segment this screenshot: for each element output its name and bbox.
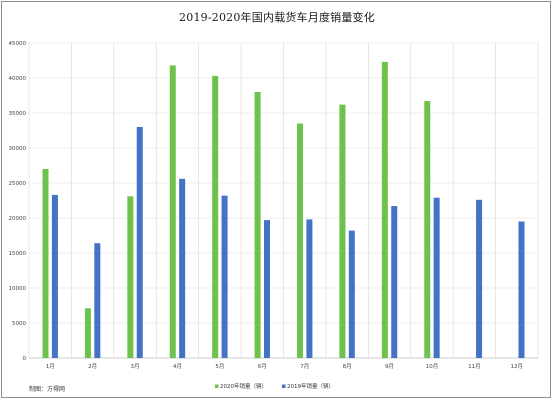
bar-series-1 xyxy=(42,169,49,358)
bar-series-1 xyxy=(169,65,176,359)
x-tick-label: 10月 xyxy=(426,363,439,370)
y-tick-label: 10000 xyxy=(9,286,27,292)
x-tick-label: 1月 xyxy=(46,363,55,370)
y-tick-label: 45000 xyxy=(9,41,27,47)
x-tick-label: 9月 xyxy=(385,363,394,370)
bar-series-2 xyxy=(263,220,270,358)
bar-series-2 xyxy=(179,178,186,358)
bars xyxy=(42,61,525,359)
x-tick-label: 4月 xyxy=(173,363,182,370)
grid-lines xyxy=(28,42,539,359)
y-tick-label: 40000 xyxy=(9,76,27,82)
y-tick-label: 25000 xyxy=(9,181,27,187)
bar-series-1 xyxy=(424,101,431,358)
x-tick-label: 12月 xyxy=(511,363,524,370)
x-tick-label: 7月 xyxy=(300,363,309,370)
bar-series-2 xyxy=(518,221,525,358)
bar-series-2 xyxy=(51,194,58,358)
y-tick-label: 30000 xyxy=(9,146,27,152)
bar-series-2 xyxy=(433,197,440,358)
chart-credit: 制图：方得网 xyxy=(29,386,66,393)
bar-series-2 xyxy=(136,127,143,358)
legend-label: 2019年销量（辆） xyxy=(287,382,334,390)
bar-series-1 xyxy=(381,61,388,359)
x-axis-ticks: 1月 2月 3月 4月 5月 6月 7月 8月 9月 10月 11月 12月 xyxy=(46,363,523,370)
y-tick-label: 20000 xyxy=(9,216,27,222)
bar-series-2 xyxy=(476,199,483,358)
x-tick-label: 5月 xyxy=(215,363,224,370)
bar-series-2 xyxy=(306,219,313,358)
x-tick-label: 2月 xyxy=(88,363,97,370)
y-tick-label: 15000 xyxy=(9,251,27,257)
x-tick-label: 11月 xyxy=(468,363,481,370)
legend-swatch xyxy=(215,384,219,388)
bar-series-1 xyxy=(297,123,304,358)
x-tick-label: 3月 xyxy=(131,363,140,370)
y-tick-label: 5000 xyxy=(12,321,26,327)
bar-series-2 xyxy=(94,243,101,358)
y-tick-label: 0 xyxy=(23,356,27,362)
chart-title: 2019-2020年国内载货车月度销量变化 xyxy=(179,11,375,24)
bar-series-2 xyxy=(348,230,355,358)
bar-series-2 xyxy=(221,195,228,358)
y-tick-label: 35000 xyxy=(9,111,27,117)
bar-series-1 xyxy=(254,92,261,358)
bar-series-1 xyxy=(84,308,91,358)
x-tick-label: 6月 xyxy=(258,363,267,370)
legend-label: 2020年销量（辆） xyxy=(220,382,267,390)
legend-swatch xyxy=(282,384,286,388)
legend: 2020年销量（辆） 2019年销量（辆） xyxy=(215,382,334,390)
bar-series-2 xyxy=(391,206,398,358)
bar-series-1 xyxy=(127,196,134,358)
y-axis-ticks: 0 5000 10000 15000 20000 25000 30000 35000 40000… xyxy=(9,41,27,362)
x-tick-label: 8月 xyxy=(343,363,352,370)
bar-series-1 xyxy=(212,75,219,359)
bar-series-1 xyxy=(339,104,346,358)
